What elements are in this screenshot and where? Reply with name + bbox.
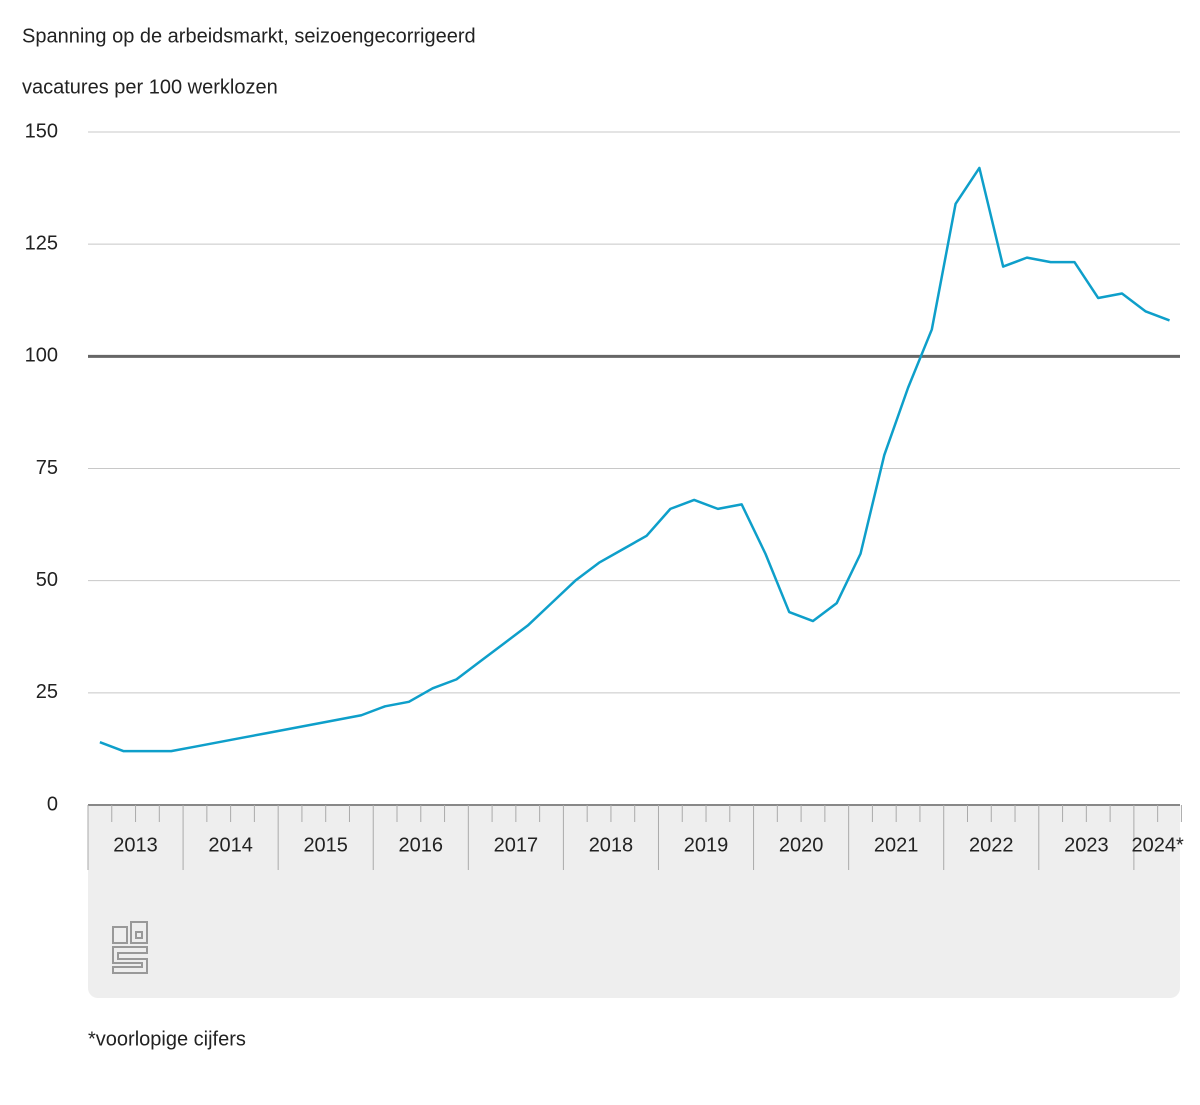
x-tick-label: 2019 [684, 834, 729, 856]
x-tick-label: 2014 [208, 834, 253, 856]
y-tick-label: 0 [47, 793, 58, 815]
y-tick-label: 75 [36, 457, 58, 479]
y-tick-label: 150 [25, 120, 58, 142]
y-tick-label: 125 [25, 232, 58, 254]
x-tick-label: 2023 [1064, 834, 1109, 856]
x-tick-label: 2015 [303, 834, 348, 856]
y-tick-label: 50 [36, 569, 58, 591]
logo [112, 921, 148, 974]
chart-title: Spanning op de arbeidsmarkt, seizoengeco… [22, 25, 476, 47]
x-tick-label: 2017 [494, 834, 539, 856]
x-tick-label: 2013 [113, 834, 158, 856]
y-tick-label: 100 [25, 345, 58, 367]
data-line [99, 166, 1170, 753]
y-axis-label: vacatures per 100 werklozen [22, 76, 278, 98]
x-tick-label: 2022 [969, 834, 1014, 856]
y-tick-label: 25 [36, 681, 58, 703]
axis-panel [88, 805, 1180, 998]
x-tick-label: 2016 [399, 834, 444, 856]
x-tick-label: 2021 [874, 834, 919, 856]
x-tick-label: 2018 [589, 834, 634, 856]
x-tick-label: 2020 [779, 834, 824, 856]
x-tick-label: 2024* [1132, 834, 1184, 856]
footnote: *voorlopige cijfers [88, 1028, 246, 1050]
axis-panel-top [88, 805, 1180, 825]
